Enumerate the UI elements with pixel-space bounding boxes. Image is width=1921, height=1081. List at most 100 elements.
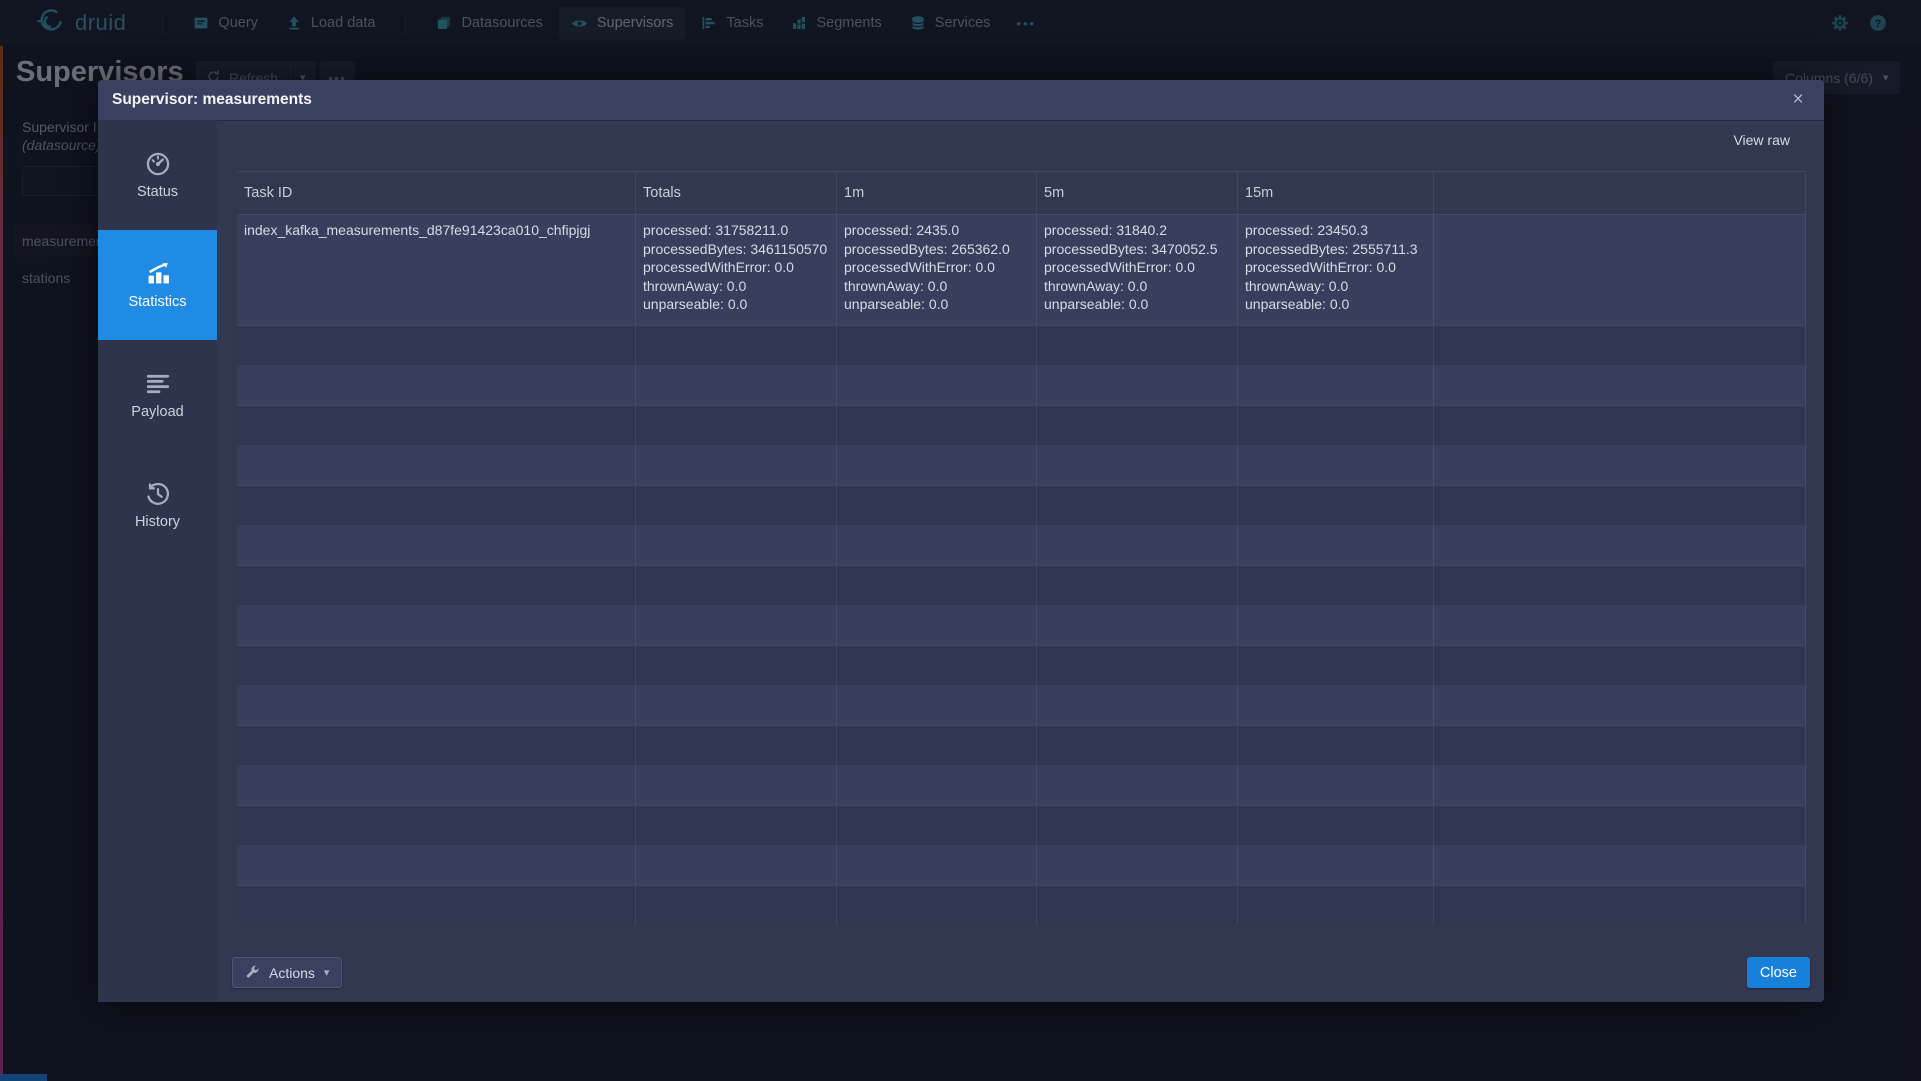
empty-cell xyxy=(636,606,837,645)
empty-cell xyxy=(1238,326,1434,365)
tab-label: Payload xyxy=(131,403,184,420)
empty-cell xyxy=(837,726,1037,765)
empty-cell xyxy=(636,366,837,405)
empty-cell xyxy=(1238,766,1434,805)
empty-cell xyxy=(636,726,837,765)
empty-table-row xyxy=(237,606,1806,646)
empty-cell xyxy=(1037,806,1238,845)
empty-cell xyxy=(837,646,1037,685)
empty-cell xyxy=(237,366,636,405)
empty-cell xyxy=(237,686,636,725)
empty-cell xyxy=(1037,566,1238,605)
empty-cell xyxy=(837,486,1037,525)
column-header-totals[interactable]: Totals xyxy=(636,172,837,215)
empty-table-row xyxy=(237,566,1806,606)
empty-cell xyxy=(837,446,1037,485)
empty-cell xyxy=(636,846,837,885)
empty-cell xyxy=(636,566,837,605)
stat-line: processed: 31758211.0 xyxy=(643,222,789,238)
empty-cell xyxy=(237,766,636,805)
stat-line: thrownAway: 0.0 xyxy=(844,277,948,294)
tab-label: Status xyxy=(136,183,179,200)
stats-cell-totals: processed: 31758211.0 processedBytes: 346… xyxy=(636,215,837,325)
empty-table-row xyxy=(237,446,1806,486)
empty-cell xyxy=(1434,886,1806,925)
empty-table-row xyxy=(237,646,1806,686)
empty-cell xyxy=(1037,726,1238,765)
empty-cell xyxy=(1238,526,1434,565)
empty-cell xyxy=(1037,646,1238,685)
column-header-1m[interactable]: 1m xyxy=(837,172,1037,215)
tab-statistics[interactable]: Statistics xyxy=(98,230,217,340)
empty-cell xyxy=(1434,486,1806,525)
column-header-5m[interactable]: 5m xyxy=(1037,172,1238,215)
empty-cell xyxy=(1037,606,1238,645)
empty-cell xyxy=(237,406,636,445)
empty-cell xyxy=(636,446,837,485)
column-header-15m[interactable]: 15m xyxy=(1238,172,1434,215)
tab-history[interactable]: History xyxy=(98,450,217,560)
empty-cell xyxy=(237,566,636,605)
empty-cell xyxy=(1037,846,1238,885)
stat-line: thrownAway: 0.0 xyxy=(643,277,747,294)
empty-cell xyxy=(837,886,1037,925)
empty-cell xyxy=(1238,486,1434,525)
tab-payload[interactable]: Payload xyxy=(98,340,217,450)
empty-cell xyxy=(636,486,837,525)
empty-cell xyxy=(237,646,636,685)
actions-button[interactable]: Actions ▾ xyxy=(232,957,343,988)
empty-cell xyxy=(837,406,1037,445)
chart-icon xyxy=(145,261,171,287)
empty-cell xyxy=(837,366,1037,405)
empty-cell xyxy=(636,766,837,805)
column-header-task-id[interactable]: Task ID xyxy=(237,172,636,215)
empty-cell xyxy=(1434,566,1806,605)
align-left-icon xyxy=(145,371,171,397)
empty-cell xyxy=(1238,566,1434,605)
stat-line: thrownAway: 0.0 xyxy=(1044,277,1148,294)
empty-table-row xyxy=(237,486,1806,526)
close-icon[interactable]: × xyxy=(1792,89,1804,110)
empty-cell xyxy=(1037,366,1238,405)
dialog-close-button[interactable]: Close xyxy=(1746,957,1810,988)
stat-line: unparseable: 0.0 xyxy=(844,296,949,312)
empty-cell xyxy=(237,886,636,925)
empty-cell xyxy=(1238,606,1434,645)
empty-table-row xyxy=(237,686,1806,726)
empty-cell xyxy=(237,606,636,645)
stats-cell-5m: processed: 31840.2 processedBytes: 347005… xyxy=(1037,215,1238,325)
history-icon xyxy=(145,481,171,507)
empty-cell xyxy=(1238,806,1434,845)
dialog-header: Supervisor: measurements × xyxy=(98,80,1824,120)
empty-cell xyxy=(837,606,1037,645)
empty-cell xyxy=(1037,446,1238,485)
view-raw-link[interactable]: View raw xyxy=(1733,132,1790,148)
empty-cell xyxy=(1037,406,1238,445)
empty-cell xyxy=(1037,886,1238,925)
empty-cell xyxy=(1238,366,1434,405)
empty-cell xyxy=(1037,526,1238,565)
empty-table-row xyxy=(237,526,1806,566)
stats-cell-15m: processed: 23450.3 processedBytes: 255571… xyxy=(1238,215,1434,325)
table-header-row: Task ID Totals 1m 5m 15m xyxy=(237,172,1806,215)
tab-status[interactable]: Status xyxy=(98,120,217,230)
stat-line: processedBytes: 3461150570 xyxy=(643,240,828,257)
empty-cell xyxy=(1238,446,1434,485)
empty-cell xyxy=(1037,326,1238,365)
empty-cell xyxy=(837,686,1037,725)
empty-cell xyxy=(237,326,636,365)
wrench-icon xyxy=(245,964,260,982)
dialog-side-tabs: Status Statistics Payload History xyxy=(98,120,217,1002)
empty-cell xyxy=(1238,406,1434,445)
stat-line: processedWithError: 0.0 xyxy=(844,259,995,275)
empty-cell xyxy=(237,446,636,485)
empty-table-row xyxy=(237,366,1806,406)
tab-label: Statistics xyxy=(128,293,187,310)
empty-cell xyxy=(1238,846,1434,885)
empty-cell xyxy=(1238,726,1434,765)
stat-line: unparseable: 0.0 xyxy=(1044,296,1149,312)
tab-label: History xyxy=(134,513,181,530)
empty-cell xyxy=(837,526,1037,565)
empty-cell xyxy=(636,646,837,685)
